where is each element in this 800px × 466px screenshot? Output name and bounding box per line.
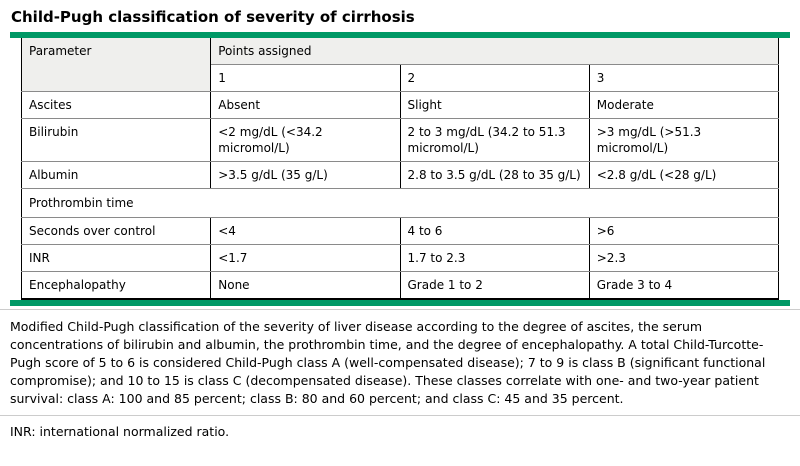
param-label: Ascites <box>20 91 212 119</box>
points-3-value: Moderate <box>588 91 780 119</box>
abbreviation-footnote: INR: international normalized ratio. <box>0 415 800 448</box>
points-1-value: >3.5 g/dL (35 g/L) <box>210 161 401 189</box>
bottom-accent-rule <box>10 300 790 306</box>
param-label: Seconds over control <box>20 217 212 245</box>
points-3-value: >2.3 <box>588 244 780 272</box>
table-row-inr: INR <1.7 1.7 to 2.3 >2.3 <box>20 244 780 272</box>
points-2-value: 4 to 6 <box>399 217 590 245</box>
points-column-3-header: 3 <box>588 64 780 92</box>
header-row-top: Parameter Points assigned <box>20 38 779 92</box>
table-row-seconds-over-control: Seconds over control <4 4 to 6 >6 <box>20 217 780 245</box>
table-row-albumin: Albumin >3.5 g/dL (35 g/L) 2.8 to 3.5 g/… <box>20 161 780 189</box>
points-2-value: Slight <box>399 91 590 119</box>
points-3-value: <2.8 g/dL (<28 g/L) <box>588 161 780 189</box>
parameter-header-cell: Parameter <box>20 38 212 92</box>
points-1-value: <4 <box>210 217 401 245</box>
points-3-value: >6 <box>588 217 780 245</box>
top-accent-rule <box>10 32 790 38</box>
points-1-value: Absent <box>210 91 401 119</box>
section-label: Prothrombin time <box>21 188 779 218</box>
points-column-1-header: 1 <box>210 64 401 92</box>
table-wrapper: Parameter Points assigned 1 2 3 Ascites … <box>20 38 780 300</box>
points-3-value: >3 mg/dL (>51.3 micromol/L) <box>588 118 780 162</box>
points-2-value: 1.7 to 2.3 <box>399 244 590 272</box>
points-1-value: <1.7 <box>210 244 401 272</box>
table-row-ascites: Ascites Absent Slight Moderate <box>20 91 780 119</box>
points-1-value: None <box>210 271 401 300</box>
points-2-value: 2.8 to 3.5 g/dL (28 to 35 g/L) <box>399 161 590 189</box>
param-label: INR <box>20 244 212 272</box>
points-column-2-header: 2 <box>399 64 590 92</box>
points-2-value: 2 to 3 mg/dL (34.2 to 51.3 micromol/L) <box>399 118 590 162</box>
table-caption: Modified Child-Pugh classification of th… <box>0 309 800 415</box>
points-2-value: Grade 1 to 2 <box>399 271 590 300</box>
page-title: Child-Pugh classification of severity of… <box>11 8 415 26</box>
points-1-value: <2 mg/dL (<34.2 micromol/L) <box>210 118 401 162</box>
header-row-points: 1 2 3 <box>22 64 780 92</box>
table-row-encephalopathy: Encephalopathy None Grade 1 to 2 Grade 3… <box>20 271 780 300</box>
points-3-value: Grade 3 to 4 <box>588 271 780 300</box>
page: Child-Pugh classification of severity of… <box>10 8 790 306</box>
table-row-bilirubin: Bilirubin <2 mg/dL (<34.2 micromol/L) 2 … <box>20 118 780 162</box>
param-label: Bilirubin <box>20 118 212 162</box>
param-label: Albumin <box>20 161 212 189</box>
child-pugh-table: Parameter Points assigned 1 2 3 Ascites … <box>20 38 780 300</box>
param-label: Encephalopathy <box>20 271 212 300</box>
table-row-prothrombin-time-section: Prothrombin time <box>21 188 779 218</box>
points-assigned-header-cell: Points assigned <box>210 38 779 65</box>
